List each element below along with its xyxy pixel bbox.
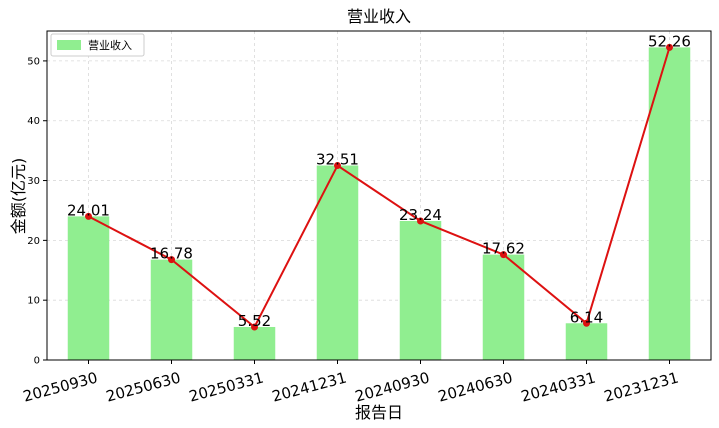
plot-frame bbox=[46, 30, 712, 361]
x-tick-label: 20250331 bbox=[187, 368, 265, 405]
value-label: 32.51 bbox=[316, 151, 359, 169]
value-label: 23.24 bbox=[399, 206, 442, 224]
value-label: 5.52 bbox=[238, 312, 271, 330]
grid-lines bbox=[47, 31, 711, 361]
x-tick-label: 20240630 bbox=[436, 368, 514, 405]
value-label: 16.78 bbox=[150, 245, 193, 263]
trend-polyline bbox=[88, 47, 671, 329]
value-label: 24.01 bbox=[67, 201, 110, 219]
y-tick-label: 40 bbox=[27, 116, 40, 127]
y-tick-label: 0 bbox=[34, 356, 40, 367]
x-tick-label: 20240331 bbox=[519, 368, 597, 405]
bar bbox=[399, 220, 442, 360]
value-label: 52.26 bbox=[648, 32, 691, 50]
axes: 0 10 20 30 40 50 20250930 20250630 20250331 20241… bbox=[21, 30, 712, 406]
value-labels: 24.01 16.78 5.52 32.51 23.24 17.62 6.14 52.26 bbox=[67, 32, 691, 330]
trend-point bbox=[168, 256, 175, 264]
trend-point bbox=[583, 319, 590, 327]
legend-label: 营业收入 bbox=[88, 38, 132, 52]
bar bbox=[482, 254, 525, 360]
bar bbox=[233, 326, 276, 360]
x-tick-label: 20240930 bbox=[353, 368, 431, 405]
legend-swatch bbox=[57, 40, 81, 50]
x-tick-label: 20250930 bbox=[21, 368, 99, 405]
trend-line bbox=[85, 43, 673, 331]
y-tick-label: 10 bbox=[27, 296, 40, 307]
legend: 营业收入 bbox=[50, 33, 145, 57]
y-tick-label: 30 bbox=[27, 176, 40, 187]
trend-point bbox=[666, 43, 673, 51]
bars bbox=[67, 47, 691, 360]
trend-point bbox=[417, 217, 424, 225]
y-axis-label: 金额(亿元) bbox=[9, 158, 28, 235]
bar bbox=[150, 259, 193, 360]
bar bbox=[565, 323, 608, 360]
y-tick-label: 50 bbox=[27, 56, 40, 67]
trend-point bbox=[251, 323, 258, 331]
x-tick-label: 20241231 bbox=[270, 368, 348, 405]
value-label: 17.62 bbox=[482, 240, 525, 258]
bar bbox=[648, 47, 691, 360]
trend-point bbox=[85, 212, 92, 220]
bar bbox=[316, 165, 359, 360]
trend-point bbox=[500, 251, 507, 259]
bar bbox=[67, 216, 110, 360]
legend-box bbox=[50, 33, 145, 57]
trend-point bbox=[334, 162, 341, 170]
value-label: 6.14 bbox=[570, 308, 603, 326]
chart-title: 营业收入 bbox=[347, 7, 411, 26]
x-tick-label: 20231231 bbox=[602, 368, 680, 405]
x-tick-label: 20250630 bbox=[104, 368, 182, 405]
x-axis-label: 报告日 bbox=[355, 403, 403, 422]
y-tick-label: 20 bbox=[27, 236, 40, 247]
